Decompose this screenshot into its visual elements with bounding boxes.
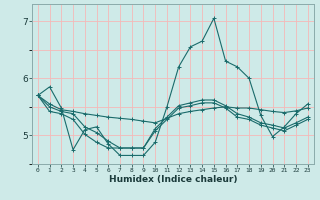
X-axis label: Humidex (Indice chaleur): Humidex (Indice chaleur) [108, 175, 237, 184]
